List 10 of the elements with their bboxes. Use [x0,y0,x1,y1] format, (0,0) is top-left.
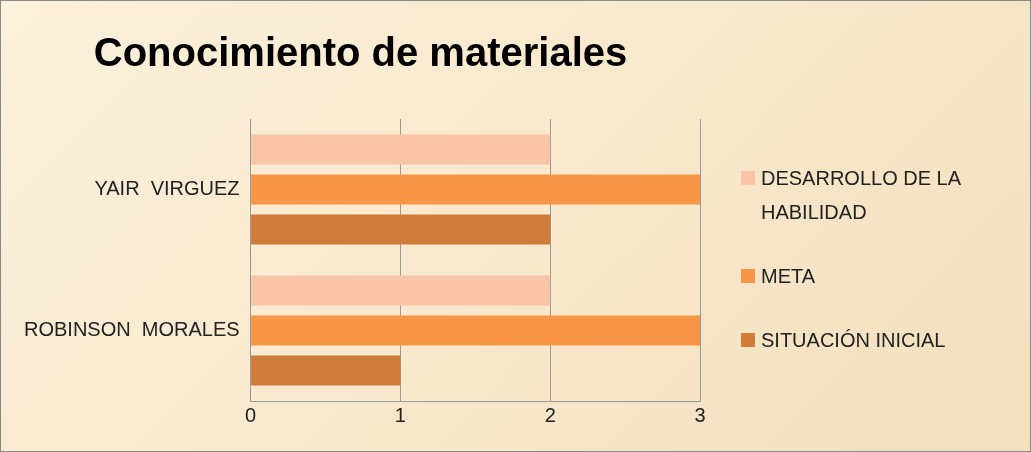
x-tick-label: 1 [394,403,406,426]
chart-title: Conocimiento de materiales [93,30,628,75]
x-tick-label: 0 [245,403,257,426]
legend-label: DESARROLLO DE LA HABILIDAD [761,166,962,225]
y-tick-label: ROBINSON MORALES [23,318,240,341]
x-tick-label: 2 [544,403,556,426]
y-tick-label: YAIR VIRGUEZ [94,177,240,200]
legend-label: META [761,264,816,289]
x-tick-label: 3 [694,403,706,426]
legend-label: SITUACIÓN INICIAL [761,328,946,353]
